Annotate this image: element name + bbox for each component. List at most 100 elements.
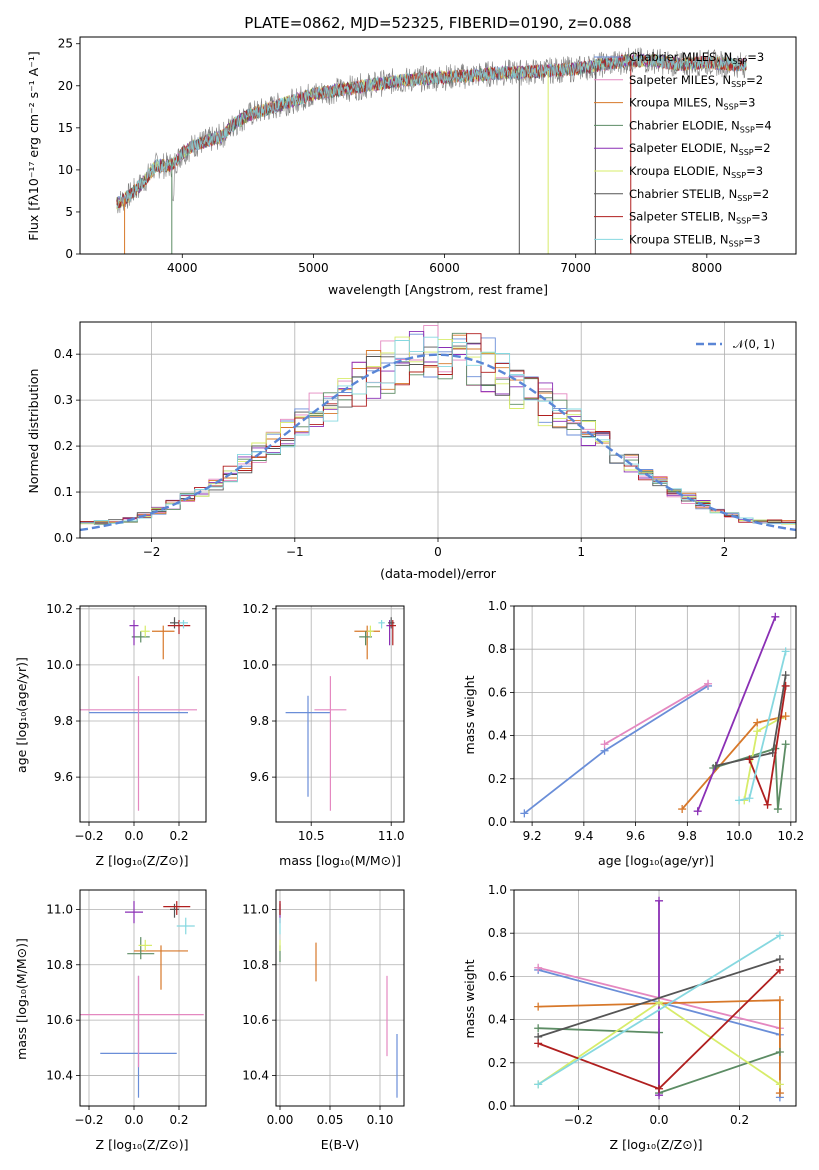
weight-vs-age-frame — [513, 605, 797, 823]
weight-vs-z-frame — [513, 889, 797, 1107]
errorbar-kroupa_elodie — [140, 625, 150, 637]
legend-label-main: Salpeter ELODIE, N — [629, 141, 739, 155]
age-vs-mass-ytick-label: 9.8 — [250, 714, 269, 728]
residuals-xtick-label: −1 — [286, 545, 304, 559]
legend-label-end: =3 — [746, 164, 763, 178]
residuals-xtick-label: 0 — [434, 545, 442, 559]
weight-vs-age-ytick-label: 0.4 — [488, 729, 507, 743]
mass-vs-ebv-ytick-label: 10.8 — [242, 958, 269, 972]
weight-vs-age-xtick-label: 10.0 — [726, 829, 753, 843]
legend-label-end: =3 — [751, 210, 768, 224]
weight-age-ylabel: mass weight — [462, 675, 477, 754]
weight-point-salpeter_stelib — [781, 681, 790, 690]
mass-z-xlabel: Z [log₁₀(Z/Z⊙)] — [96, 1137, 189, 1152]
weight-vs-z-ytick-label: 0.0 — [488, 1099, 507, 1113]
weight-line-chabrier_elodie — [712, 744, 787, 810]
weight-vs-age-xtick-label: 9.4 — [574, 829, 593, 843]
legend-label-main: Salpeter STELIB, N — [629, 210, 736, 224]
legend-label: Chabrier MILES, NSSP=3 — [629, 50, 764, 66]
legend-label: Salpeter ELODIE, NSSP=2 — [629, 141, 771, 157]
errorbar-chabrier_stelib — [170, 617, 179, 629]
weight-line-chabrier_stelib — [537, 958, 781, 1038]
mass-vs-z-xtick-label: 0.0 — [124, 1113, 143, 1127]
weight-point-chabrier_elodie — [775, 1048, 784, 1056]
weight-point-salpeter_stelib — [763, 800, 772, 809]
legend-label-end: =2 — [752, 187, 769, 201]
mass-vs-z-ytick-label: 10.6 — [46, 1013, 73, 1027]
age-vs-mass-plot-area — [285, 617, 396, 811]
errorbar-salpeter_miles — [314, 676, 347, 811]
mass-vs-ebv-ytick-label: 11.0 — [242, 902, 269, 916]
legend-label-sub: SSP — [739, 148, 754, 157]
normal-curve — [80, 353, 796, 532]
weight-point-salpeter_stelib — [655, 1084, 664, 1093]
weight-point-chabrier_stelib — [781, 671, 790, 680]
age-mass-xlabel: mass [log₁₀(M/M⊙)] — [279, 853, 401, 868]
spectrum-ylabel: Flux [fλ10⁻¹⁷ erg cm⁻² s⁻¹ A⁻¹] — [26, 51, 41, 240]
weight-point-salpeter_miles — [704, 679, 713, 688]
errorbar-chabrier_elodie — [131, 631, 150, 643]
age-vs-mass-ytick-label: 10.2 — [242, 602, 269, 616]
weight-vs-age-ytick-label: 0.0 — [488, 815, 507, 829]
age-z-xlabel: Z [log₁₀(Z/Z⊙)] — [96, 853, 189, 868]
errorbar-chabrier_miles — [285, 695, 331, 797]
weight-vs-age-plot-area — [520, 612, 790, 818]
errorbar-salpeter_miles — [80, 676, 197, 811]
legend-label-sub: SSP — [729, 239, 744, 248]
weight-z-xlabel: Z [log₁₀(Z/Z⊙)] — [610, 1137, 703, 1152]
spectrum-xtick-label: 6000 — [429, 261, 460, 275]
legend-label-end: =4 — [755, 118, 772, 132]
spectrum-title: PLATE=0862, MJD=52325, FIBERID=0190, z=0… — [244, 14, 631, 32]
weight-vs-age-ytick-label: 0.8 — [488, 642, 507, 656]
spectrum-ytick-label: 20 — [58, 79, 73, 93]
spectrum-ytick-label: 0 — [65, 247, 73, 261]
age-vs-z-ytick-label: 9.6 — [54, 770, 73, 784]
weight-point-salpeter_elodie — [693, 807, 702, 816]
age-vs-z-ytick-label: 10.0 — [46, 658, 73, 672]
weight-point-kroupa_stelib — [775, 931, 784, 940]
errorbar-kroupa_miles — [152, 625, 175, 660]
legend-label-main: Kroupa MILES, N — [629, 96, 724, 110]
weight-point-chabrier_elodie — [781, 740, 790, 749]
weight-vs-age-ytick-label: 0.2 — [488, 772, 507, 786]
legend-label-sub: SSP — [724, 103, 739, 112]
weight-point-kroupa_miles — [781, 712, 790, 721]
spectrum-frame — [79, 36, 797, 255]
mass-vs-z-ytick-label: 11.0 — [46, 902, 73, 916]
mass-vs-ebv-axes: 0.00 0.05 0.10 10.4 10.6 10.8 11.0 — [242, 889, 405, 1127]
weight-point-kroupa_elodie — [775, 1080, 784, 1089]
mass-vs-ebv-ytick-label: 10.6 — [242, 1013, 269, 1027]
errorbar-kroupa_elodie — [367, 625, 374, 637]
age-vs-z-frame — [79, 605, 207, 823]
spectrum-ytick-label: 5 — [65, 205, 73, 219]
weight-point-chabrier_elodie — [773, 805, 782, 814]
legend-label-sub: SSP — [732, 57, 747, 66]
weight-vs-z-ytick-label: 0.8 — [488, 926, 507, 940]
mass-vs-ebv-xtick-label: 0.05 — [317, 1113, 344, 1127]
weight-vs-z-ytick-label: 0.4 — [488, 1013, 507, 1027]
spectrum-ytick-label: 15 — [58, 121, 73, 135]
mass-vs-z-ytick-label: 10.4 — [46, 1069, 73, 1083]
legend-label: Kroupa STELIB, NSSP=3 — [629, 232, 760, 248]
errorbar-kroupa_miles — [134, 945, 188, 990]
age-vs-z-axes: −0.2 0.0 0.2 9.6 9.8 10.0 10.2 — [46, 602, 207, 843]
weight-vs-z-ytick-label: 0.6 — [488, 969, 507, 983]
residuals-xtick-label: 1 — [577, 545, 585, 559]
spectrum-ytick-label: 25 — [58, 37, 73, 51]
weight-point-salpeter_elodie — [655, 896, 664, 905]
legend-label: Salpeter STELIB, NSSP=3 — [629, 210, 768, 226]
age-vs-mass-background — [276, 606, 404, 822]
weight-point-salpeter_miles — [600, 740, 609, 749]
weight-vs-z-xtick-label: 0.2 — [730, 1113, 749, 1127]
mass-vs-ebv-xtick-label: 0.00 — [267, 1113, 294, 1127]
age-vs-z-background — [80, 606, 206, 822]
weight-point-kroupa_stelib — [781, 647, 790, 656]
spectrum-xtick-label: 7000 — [560, 261, 591, 275]
weight-point-chabrier_stelib — [711, 761, 720, 770]
spectrum-ytick-label: 10 — [58, 163, 73, 177]
weight-age-xlabel: age [log₁₀(age/yr)] — [598, 853, 714, 868]
age-z-ylabel: age [log₁₀(age/yr)] — [14, 657, 29, 773]
legend-label-end: =2 — [746, 73, 763, 87]
errorbar-kroupa_stelib — [176, 917, 195, 935]
errorbar-salpeter_stelib — [389, 620, 396, 646]
